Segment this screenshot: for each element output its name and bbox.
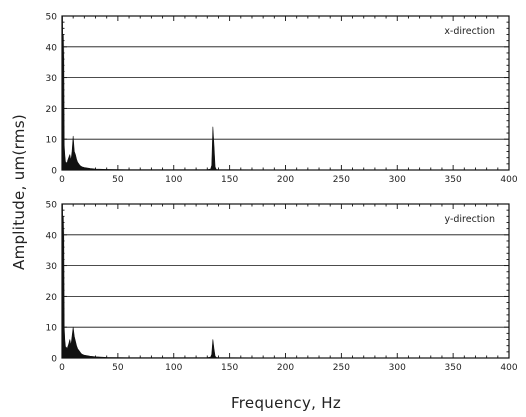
y-tick-label: 40 xyxy=(46,43,58,53)
x-tick-label: 400 xyxy=(500,175,517,185)
x-tick-label: 200 xyxy=(277,363,294,373)
y-tick-label: 50 xyxy=(46,201,58,211)
x-tick-label: 300 xyxy=(389,363,406,373)
y-tick-label: 50 xyxy=(46,13,58,23)
y-tick-label: 10 xyxy=(46,324,58,334)
y-tick-label: 30 xyxy=(46,262,58,272)
x-tick-label: 350 xyxy=(445,175,462,185)
plot-frame xyxy=(61,203,510,359)
panel-annotation: y-direction xyxy=(444,214,495,225)
x-tick-label: 100 xyxy=(165,175,182,185)
y-tick-label: 0 xyxy=(51,355,57,365)
x-tick-label: 200 xyxy=(277,175,294,185)
y-tick-label: 20 xyxy=(46,105,58,115)
x-tick-label: 250 xyxy=(333,363,350,373)
x-tick-label: 150 xyxy=(221,175,238,185)
plot-frame xyxy=(61,15,510,171)
y-tick-label: 30 xyxy=(46,74,58,84)
spectrum-series xyxy=(61,15,510,171)
x-axis-title: Frequency, Hz xyxy=(231,394,341,412)
y-tick-label: 40 xyxy=(46,231,58,241)
x-tick-label: 150 xyxy=(221,363,238,373)
x-tick-label: 50 xyxy=(112,363,124,373)
x-tick-label: 50 xyxy=(112,175,124,185)
y-axis-title: Amplitude, um(rms) xyxy=(10,114,28,270)
spectrum-series xyxy=(61,203,510,359)
x-tick-label: 100 xyxy=(165,363,182,373)
panel-annotation: x-direction xyxy=(444,26,495,37)
x-tick-label: 0 xyxy=(59,175,65,185)
y-tick-label: 10 xyxy=(46,136,58,146)
y-tick-label: 0 xyxy=(51,167,57,177)
x-tick-label: 400 xyxy=(500,363,517,373)
x-tick-label: 0 xyxy=(59,363,65,373)
x-tick-label: 300 xyxy=(389,175,406,185)
panel-x-direction: 0 50 100 150 200 250 300 350 400 0 10 20 30 40 50 x-dir… xyxy=(46,13,518,186)
y-tick-label: 20 xyxy=(46,293,58,303)
panel-y-direction: 0 50 100 150 200 250 300 350 400 0 10 20 30 40 50 y-dir… xyxy=(46,201,518,374)
x-tick-label: 250 xyxy=(333,175,350,185)
x-tick-label: 350 xyxy=(445,363,462,373)
